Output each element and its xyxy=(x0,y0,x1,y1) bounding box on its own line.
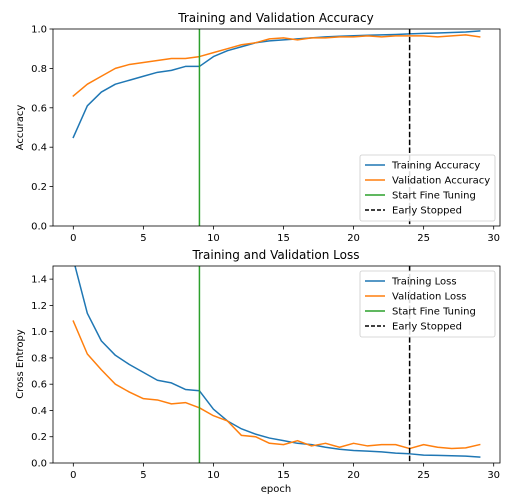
accuracy-chart: Training and Validation Accuracy Accurac… xyxy=(15,11,501,244)
loss-y-tick-label: 0.2 xyxy=(31,432,47,443)
loss-y-axis-label: Cross Entropy xyxy=(15,329,26,399)
accuracy-legend-label: Start Fine Tuning xyxy=(392,191,476,202)
loss-legend-label: Validation Loss xyxy=(392,292,467,303)
accuracy-x-tick-label: 0 xyxy=(70,233,76,244)
accuracy-legend-label: Validation Accuracy xyxy=(392,176,490,187)
loss-x-tick-label: 25 xyxy=(417,470,430,481)
accuracy-y-axis-label: Accuracy xyxy=(15,105,26,151)
accuracy-x-tick-label: 5 xyxy=(140,233,146,244)
loss-legend-label: Training Loss xyxy=(391,277,457,288)
loss-y-tick-label: 1.4 xyxy=(31,275,47,286)
accuracy-series-layer xyxy=(72,29,481,226)
loss-x-tick-label: 30 xyxy=(487,470,500,481)
loss-y-tick-label: 0.4 xyxy=(31,406,47,417)
accuracy-legend: Training Accuracy Validation Accuracy Star… xyxy=(359,154,496,222)
loss-x-tick-label: 0 xyxy=(70,470,76,481)
loss-legend-box xyxy=(359,270,496,338)
loss-y-tick-label: 0.8 xyxy=(31,353,47,364)
loss-legend: Training Loss Validation Loss Start Fine T… xyxy=(359,270,496,338)
loss-y-tick-label: 0.0 xyxy=(31,459,47,470)
loss-legend-label: Early Stopped xyxy=(392,322,462,333)
loss-x-axis-label: epoch xyxy=(261,484,291,495)
accuracy-legend-label: Early Stopped xyxy=(392,206,462,217)
loss-chart-title: Training and Validation Loss xyxy=(192,248,360,262)
accuracy-legend-box xyxy=(359,154,496,222)
loss-x-tick-label: 15 xyxy=(277,470,290,481)
accuracy-x-tick-label: 30 xyxy=(487,233,500,244)
accuracy-plot-area: 0 5 10 15 20 25 30 0.0 0.2 0.4 0.6 0.8 1.0 Training A… xyxy=(31,25,501,244)
loss-axes-frame xyxy=(52,265,501,464)
accuracy-y-tick-label: 1.0 xyxy=(31,25,47,36)
accuracy-x-tick-label: 20 xyxy=(347,233,360,244)
loss-y-tick-label: 0.6 xyxy=(31,380,47,391)
accuracy-chart-title: Training and Validation Accuracy xyxy=(177,11,373,25)
loss-y-tick-label: 1.2 xyxy=(31,301,47,312)
accuracy-axes-frame xyxy=(52,28,501,227)
accuracy-legend-label: Training Accuracy xyxy=(391,161,480,172)
accuracy-x-tick-label: 25 xyxy=(417,233,430,244)
loss-series-training-loss xyxy=(74,266,481,458)
accuracy-y-tick-label: 0.0 xyxy=(31,222,47,233)
loss-y-tick-label: 1.0 xyxy=(31,327,47,338)
accuracy-series-training-accuracy xyxy=(72,30,481,139)
loss-chart: Training and Validation Loss Cross Entro… xyxy=(15,248,501,495)
loss-x-tick-label: 20 xyxy=(347,470,360,481)
accuracy-y-tick-label: 0.2 xyxy=(31,182,47,193)
accuracy-y-tick-label: 0.6 xyxy=(31,103,47,114)
loss-series-validation-loss xyxy=(72,320,481,450)
loss-x-tick-label: 10 xyxy=(207,470,220,481)
loss-x-tick-label: 5 xyxy=(140,470,146,481)
loss-legend-label: Start Fine Tuning xyxy=(392,307,476,318)
accuracy-y-tick-label: 0.8 xyxy=(31,64,47,75)
accuracy-x-tick-label: 15 xyxy=(277,233,290,244)
accuracy-y-tick-label: 0.4 xyxy=(31,143,47,154)
loss-plot-area: 0 5 10 15 20 25 30 0.0 0.2 0.4 0.6 0.8 1.0 1.2 1.4 Trai… xyxy=(31,265,501,481)
accuracy-x-tick-label: 10 xyxy=(207,233,220,244)
accuracy-series-validation-accuracy xyxy=(72,34,481,98)
loss-series-layer xyxy=(72,266,481,463)
